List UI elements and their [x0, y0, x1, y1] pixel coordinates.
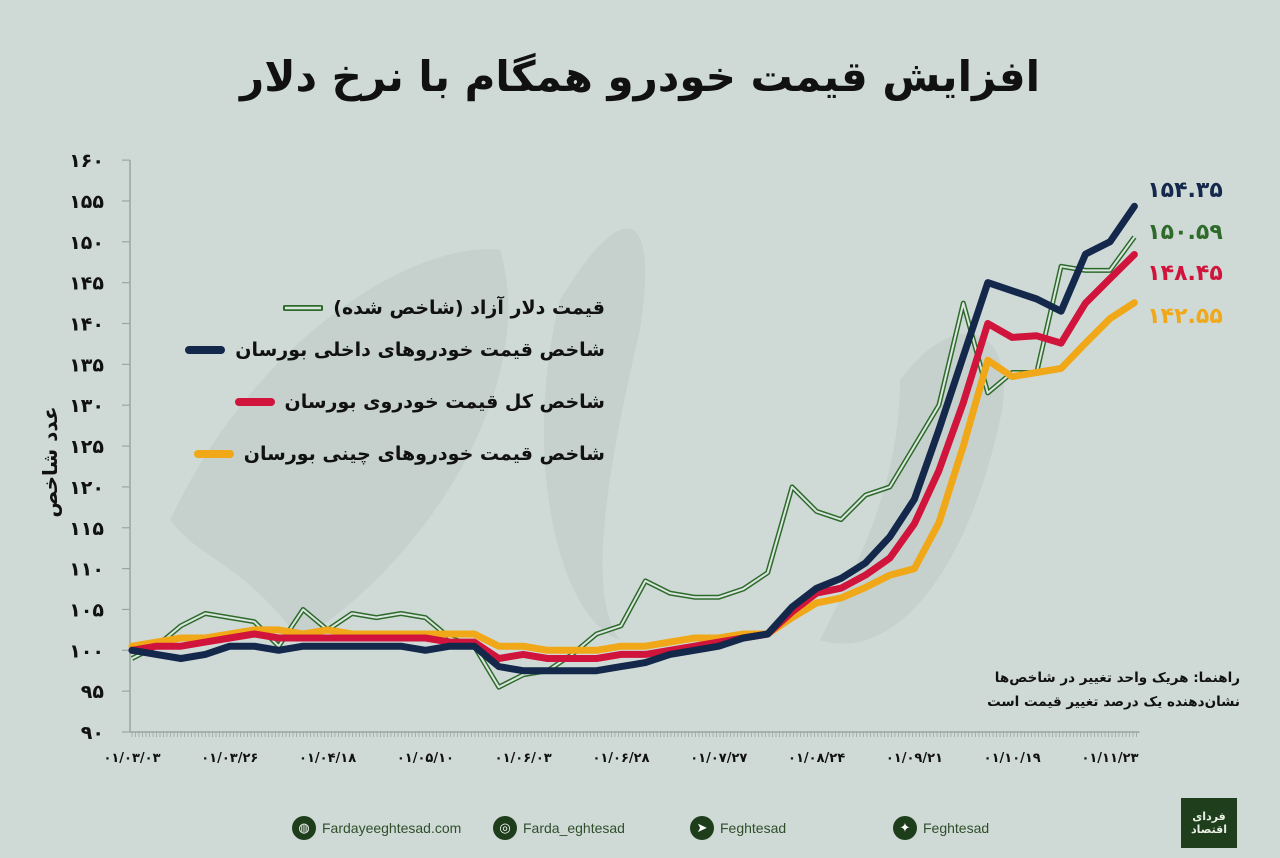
- x-tick-label: ۰۱/۰۹/۲۱: [886, 751, 943, 766]
- telegram-link[interactable]: ➤ Feghtesad: [690, 816, 786, 840]
- y-tick-label: ۱۲۵: [69, 436, 104, 458]
- y-tick-label: ۱۳۵: [69, 354, 104, 376]
- y-tick-label: ۱۰۰: [69, 640, 104, 662]
- x-tick-label: ۰۱/۰۶/۰۳: [495, 751, 552, 766]
- telegram-icon: ➤: [690, 816, 714, 840]
- y-tick-label: ۱۲۰: [69, 477, 104, 499]
- x-tick-label: ۰۱/۰۳/۰۳: [103, 751, 160, 766]
- y-axis-label: عدد شاخص: [38, 406, 62, 518]
- legend-label: شاخص قیمت خودروهای چینی بورسان: [243, 443, 605, 465]
- y-tick-label: ۱۳۰: [69, 395, 104, 417]
- y-tick-label: ۱۱۵: [69, 518, 104, 540]
- legend: قیمت دلار آزاد (شاخص شده) شاخص قیمت خودر…: [185, 292, 605, 480]
- legend-swatch-double-line: [283, 305, 324, 311]
- end-value-label: ۱۴۸.۴۵: [1147, 261, 1223, 286]
- legend-swatch: [234, 398, 275, 406]
- legend-label: قیمت دلار آزاد (شاخص شده): [333, 297, 605, 319]
- website-link[interactable]: ◍ Fardayeeghtesad.com: [292, 816, 461, 840]
- y-tick-label: ۱۱۰: [69, 559, 104, 581]
- twitter-label: Feghtesad: [923, 820, 990, 836]
- guide-note-line: نشان‌دهنده یک درصد تغییر قیمت است: [987, 694, 1240, 710]
- x-tick-label: ۰۱/۰۳/۲۶: [201, 751, 258, 766]
- x-tick-label: ۰۱/۱۱/۲۳: [1081, 751, 1138, 766]
- x-tick-label: ۰۱/۰۴/۱۸: [299, 751, 356, 766]
- y-tick-label: ۱۵۰: [69, 232, 104, 254]
- series-line-1: [128, 202, 1138, 675]
- guide-note: راهنما: هریک واحد تغییر در شاخص‌ها نشان‌…: [960, 666, 1240, 714]
- instagram-icon: ◎: [493, 816, 517, 840]
- legend-swatch: [193, 450, 234, 458]
- y-tick-label: ۱۰۵: [69, 599, 104, 621]
- end-value-label: ۱۵۰.۵۹: [1147, 220, 1223, 245]
- y-tick-label: ۹۵: [81, 681, 105, 703]
- instagram-link[interactable]: ◎ Farda_eghtesad: [493, 816, 625, 840]
- y-tick-label: ۱۴۰: [69, 314, 104, 336]
- legend-item-dollar: قیمت دلار آزاد (شاخص شده): [185, 292, 605, 324]
- x-tick-label: ۰۱/۰۶/۲۸: [592, 751, 649, 766]
- series-line-dollar-inner: [131, 236, 1136, 689]
- x-tick-label: ۰۱/۰۵/۱۰: [397, 751, 454, 766]
- instagram-label: Farda_eghtesad: [523, 820, 625, 836]
- footer: ◍ Fardayeeghtesad.com ◎ Farda_eghtesad ➤…: [0, 816, 1280, 846]
- twitter-link[interactable]: ✦ Feghtesad: [893, 816, 989, 840]
- website-label: Fardayeeghtesad.com: [322, 820, 462, 836]
- x-tick-label: ۰۱/۰۸/۲۴: [788, 751, 845, 766]
- globe-icon: ◍: [292, 816, 316, 840]
- legend-label: شاخص کل قیمت خودروی بورسان: [284, 391, 606, 413]
- x-tick-label: ۰۱/۱۰/۱۹: [984, 751, 1041, 766]
- y-tick-label: ۱۶۰: [69, 150, 104, 172]
- chart-title: افزایش قیمت خودرو همگام با نرخ دلار: [240, 52, 1040, 101]
- legend-label: شاخص قیمت خودروهای داخلی بورسان: [235, 339, 605, 361]
- x-tick-label: ۰۱/۰۷/۲۷: [690, 751, 747, 766]
- guide-note-line: راهنما: هریک واحد تغییر در شاخص‌ها: [994, 670, 1240, 686]
- y-tick-label: ۹۰: [81, 722, 104, 744]
- series-line-2: [128, 251, 1138, 662]
- legend-item-domestic: شاخص قیمت خودروهای داخلی بورسان: [185, 324, 605, 376]
- legend-item-total: شاخص کل قیمت خودروی بورسان: [185, 376, 605, 428]
- end-value-label: ۱۴۲.۵۵: [1147, 304, 1223, 329]
- y-tick-label: ۱۵۵: [69, 191, 104, 213]
- y-tick-label: ۱۴۵: [69, 273, 104, 295]
- telegram-label: Feghtesad: [720, 820, 787, 836]
- legend-swatch: [185, 346, 226, 354]
- end-value-label: ۱۵۴.۳۵: [1147, 178, 1223, 203]
- legend-item-chinese: شاخص قیمت خودروهای چینی بورسان: [185, 428, 605, 480]
- series-line-3: [128, 299, 1138, 654]
- brand-logo: فردای اقتصاد: [1181, 798, 1237, 848]
- twitter-icon: ✦: [893, 816, 917, 840]
